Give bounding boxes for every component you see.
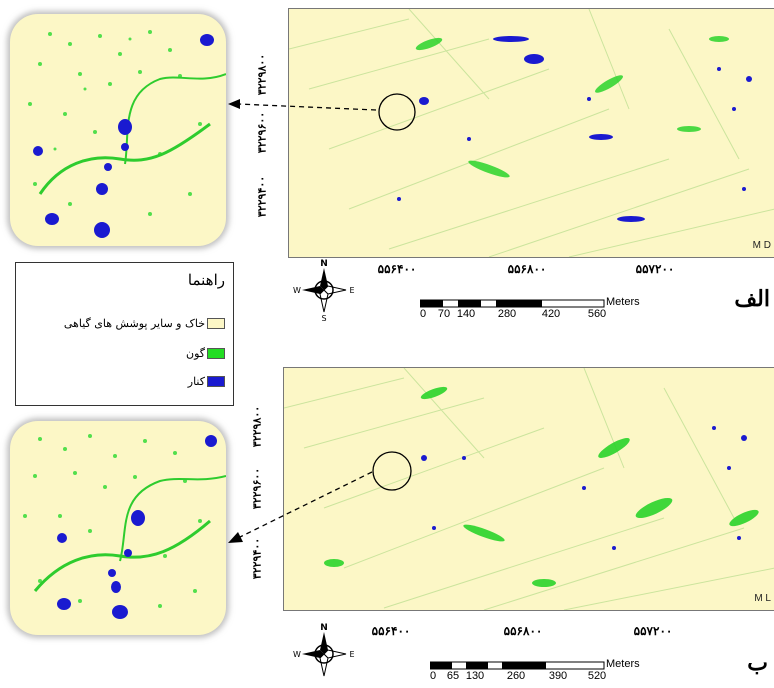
inset-map-top-graphic	[28, 30, 226, 238]
scale-tick-a-2: 70	[437, 308, 451, 320]
panel-label-b: ب	[747, 650, 768, 676]
x-tick-a-3: ۵۵۷۲۰۰	[635, 262, 675, 276]
scale-tick-a-4: 280	[497, 308, 517, 320]
y-tick-a-2: ۳۲۲۹۶۰۰	[255, 111, 269, 154]
inset-map-top	[10, 14, 226, 246]
scale-tick-a-5: 420	[541, 308, 561, 320]
scale-tick-b-5: 390	[548, 670, 568, 682]
north-arrow-icon-a: N S W E	[293, 259, 354, 322]
compass-e-b: E	[349, 650, 354, 659]
scale-tick-b-4: 260	[506, 670, 526, 682]
connector-arrow-b	[228, 471, 373, 543]
compass-w-a: W	[293, 286, 301, 295]
inset-map-bottom	[10, 421, 226, 635]
legend-item-soil: خاک و سایر پوشش های گیاهی	[64, 317, 225, 330]
legend-label-konar: کنار	[187, 375, 205, 388]
scale-tick-a-6: 560	[587, 308, 607, 320]
inset-map-bottom-graphic	[23, 434, 226, 619]
compass-w-b: W	[293, 650, 301, 659]
x-tick-b-1: ۵۵۶۴۰۰	[371, 624, 411, 638]
north-arrow-icon-b: N W E	[293, 623, 355, 677]
scale-tick-a-3: 140	[456, 308, 476, 320]
scale-unit-b: Meters	[606, 658, 640, 670]
x-tick-b-3: ۵۵۷۲۰۰	[633, 624, 673, 638]
y-tick-b-2: ۳۲۲۹۶۰۰	[250, 467, 264, 510]
focus-circle-b	[372, 451, 412, 491]
scale-tick-b-6: 520	[587, 670, 607, 682]
x-tick-b-2: ۵۵۶۸۰۰	[503, 624, 543, 638]
main-map-a: M D	[288, 8, 774, 258]
y-tick-b-1: ۳۲۲۹۸۰۰	[250, 405, 264, 448]
scale-tick-b-1: 0	[429, 670, 437, 682]
legend-swatch-gavan	[207, 348, 225, 359]
y-tick-b-3: ۳۲۲۹۴۰۰	[250, 537, 264, 580]
compass-n-a: N	[320, 259, 328, 269]
focus-circle-a	[378, 93, 416, 131]
map-code-a: M D	[752, 240, 771, 251]
legend-item-gavan: گون	[186, 347, 225, 360]
legend: راهنما خاک و سایر پوشش های گیاهی گون کنا…	[15, 262, 234, 406]
main-map-b-graphic	[284, 368, 774, 610]
y-tick-a-3: ۳۲۲۹۴۰۰	[255, 175, 269, 218]
scale-tick-b-2: 65	[446, 670, 460, 682]
legend-label-soil: خاک و سایر پوشش های گیاهی	[63, 317, 205, 330]
main-map-a-graphic	[289, 9, 774, 257]
compass-n-b: N	[320, 623, 328, 633]
main-map-b: M L	[283, 367, 774, 611]
legend-title: راهنما	[187, 271, 225, 289]
scale-bar-b	[430, 661, 605, 670]
scale-bar-a	[420, 299, 605, 308]
scale-tick-a-1: 0	[419, 308, 427, 320]
compass-e-a: E	[349, 286, 354, 295]
x-tick-a-2: ۵۵۶۸۰۰	[507, 262, 547, 276]
map-code-b: M L	[754, 593, 771, 604]
legend-swatch-konar	[207, 376, 225, 387]
legend-item-konar: کنار	[188, 375, 225, 388]
compass-s-a: S	[321, 314, 326, 322]
scale-tick-b-3: 130	[465, 670, 485, 682]
panel-label-a: الف	[734, 286, 770, 312]
legend-label-gavan: گون	[186, 347, 205, 360]
x-tick-a-1: ۵۵۶۴۰۰	[377, 262, 417, 276]
legend-swatch-soil	[207, 318, 225, 329]
connector-arrow-a	[228, 99, 377, 111]
scale-unit-a: Meters	[606, 296, 640, 308]
